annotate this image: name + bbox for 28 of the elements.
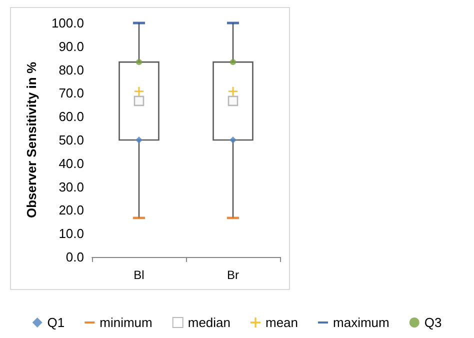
point bbox=[228, 86, 238, 96]
y-tick-label: 90.0 bbox=[58, 38, 84, 54]
y-tick-label: 70.0 bbox=[58, 86, 84, 101]
legend-label: maximum bbox=[333, 315, 390, 330]
point bbox=[136, 136, 142, 144]
legend-label: mean bbox=[266, 315, 298, 330]
x-tick-label: Bl bbox=[134, 268, 144, 282]
y-tick-label: 60.0 bbox=[58, 109, 84, 124]
y-axis-title: Observer Sensitivity in % bbox=[24, 62, 39, 218]
legend-label: Q1 bbox=[47, 315, 65, 330]
legend-label: median bbox=[188, 315, 231, 330]
y-tick-label: 30.0 bbox=[58, 179, 84, 194]
y-tick-label: 50.0 bbox=[58, 132, 84, 148]
x-tick-label: Br bbox=[227, 268, 240, 282]
point bbox=[136, 59, 142, 66]
legend-label: Q3 bbox=[424, 315, 442, 330]
point bbox=[228, 96, 238, 106]
y-tick-label: 0.0 bbox=[66, 250, 84, 264]
point bbox=[230, 59, 236, 66]
point bbox=[230, 136, 236, 144]
y-tick-label: 80.0 bbox=[58, 62, 84, 78]
y-tick-label: 40.0 bbox=[58, 156, 84, 171]
y-tick-label: 10.0 bbox=[58, 226, 84, 242]
y-tick-label: 100.0 bbox=[51, 16, 84, 30]
point bbox=[134, 96, 144, 106]
point bbox=[134, 86, 144, 96]
y-tick-label: 20.0 bbox=[58, 202, 84, 218]
legend-label: minimum bbox=[100, 315, 152, 330]
